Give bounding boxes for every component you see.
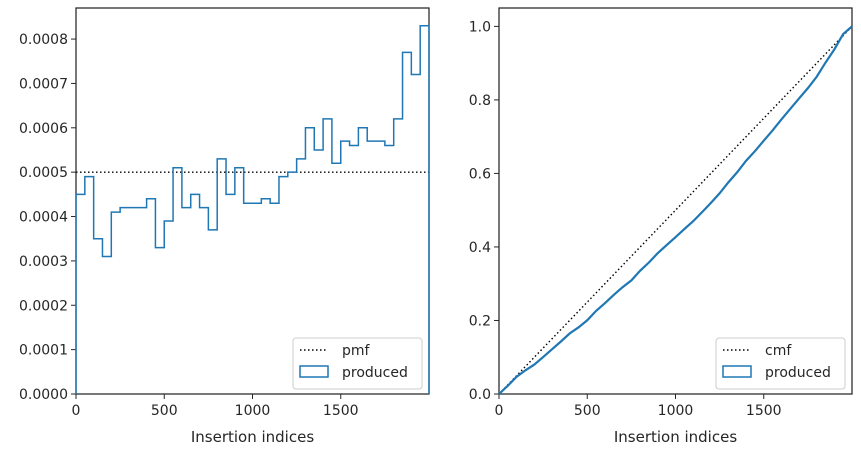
left-series — [75, 25, 430, 394]
right-x-tick-label: 1000 — [658, 403, 694, 419]
right-y-tick-label: 0.6 — [469, 166, 491, 182]
left-y-tick-label: 0.0001 — [19, 343, 68, 359]
left-ticks: 0 500 1000 1500 0.0000 0.0001 0.0002 0.0003 0.00… — [19, 32, 359, 419]
right-y-tick-label: 0.8 — [469, 93, 491, 109]
left-x-tick-label: 500 — [151, 403, 178, 419]
right-series — [498, 25, 853, 395]
left-legend-produced-swatch — [299, 365, 329, 378]
left-plot-frame — [75, 7, 430, 395]
left-y-tick-label: 0.0006 — [19, 121, 68, 137]
right-legend-cmf-label: cmf — [765, 343, 792, 359]
right-x-tick-label: 1500 — [746, 403, 782, 419]
right-x-axis-label: Insertion indices — [614, 428, 737, 446]
right-legend: cmf produced — [715, 337, 846, 390]
right-y-tick-label: 0.0 — [469, 387, 491, 403]
right-ticks: 0 500 1000 1500 0.0 0.2 0.4 0.6 0.8 1.0 — [469, 19, 782, 419]
right-chart-panel: 0 500 1000 1500 0.0 0.2 0.4 0.6 0.8 1.0 Insertion… — [469, 7, 853, 446]
right-x-tick-label: 500 — [574, 403, 601, 419]
right-y-tick-label: 1.0 — [469, 19, 491, 35]
left-chart-panel: 0 500 1000 1500 0.0000 0.0001 0.0002 0.0003 0.00… — [19, 7, 430, 446]
left-y-tick-label: 0.0000 — [19, 387, 68, 403]
right-series-produced — [498, 25, 853, 395]
left-y-tick-label: 0.0004 — [19, 210, 68, 226]
right-x-tick-label: 0 — [495, 403, 504, 419]
right-legend-produced-swatch — [722, 365, 752, 378]
right-plot-frame — [498, 7, 853, 395]
left-x-tick-label: 1000 — [235, 403, 271, 419]
left-y-tick-label: 0.0007 — [19, 76, 68, 92]
left-x-tick-label: 1500 — [323, 403, 359, 419]
right-series-cmf — [498, 25, 853, 395]
left-y-tick-label: 0.0005 — [19, 165, 68, 181]
left-legend: pmf produced — [292, 337, 423, 390]
left-legend-pmf-label: pmf — [342, 343, 371, 359]
left-x-axis-label: Insertion indices — [191, 428, 314, 446]
left-x-tick-label: 0 — [72, 403, 81, 419]
left-legend-produced-label: produced — [342, 365, 408, 381]
left-y-tick-label: 0.0003 — [19, 254, 68, 270]
right-y-tick-label: 0.4 — [469, 240, 491, 256]
left-y-tick-label: 0.0008 — [19, 32, 68, 48]
left-y-tick-label: 0.0002 — [19, 298, 68, 314]
right-legend-produced-label: produced — [765, 365, 831, 381]
right-y-tick-label: 0.2 — [469, 313, 491, 329]
left-series-produced — [75, 25, 430, 394]
